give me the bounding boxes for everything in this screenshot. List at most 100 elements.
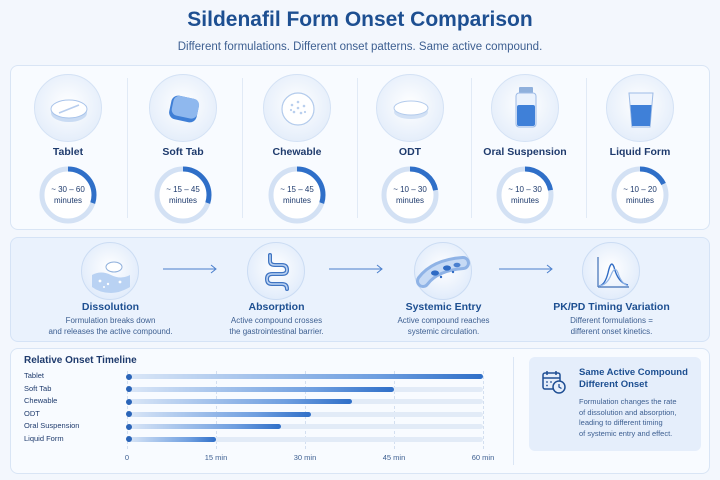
- arrow-right-icon: [499, 264, 553, 274]
- onset-unit: minutes: [53, 196, 82, 205]
- soft-tab-icon: [149, 74, 217, 142]
- note-title: Same Active Compound: [579, 367, 688, 378]
- calendar-clock-icon: [542, 371, 566, 394]
- step-title: Systemic Entry: [405, 301, 482, 313]
- onset-unit: minutes: [282, 196, 311, 205]
- timeline-track: [127, 424, 483, 429]
- intestine-icon: [247, 242, 305, 300]
- timeline-title: Relative Onset Timeline: [24, 355, 137, 366]
- timeline-gridline: [483, 371, 484, 449]
- formulation-card-soft-tab: Soft Tab ~ 15 – 45 minutes: [128, 66, 241, 231]
- page-title: Sildenafil Form Onset Comparison: [187, 8, 533, 31]
- timeline-start-dot: [126, 411, 132, 417]
- timeline-row-label: Oral Suspension: [24, 421, 80, 430]
- note-text-line: of dissolution and absorption,: [579, 407, 677, 417]
- formulation-name: Soft Tab: [162, 146, 204, 158]
- onset-range: ~ 30 – 60: [51, 185, 85, 194]
- tablet-icon: [34, 74, 102, 142]
- step-description: Different formulations =: [570, 316, 653, 325]
- timeline-gridline: [216, 371, 217, 449]
- step-description: Formulation breaks down: [65, 316, 156, 325]
- timeline-start-dot: [126, 436, 132, 442]
- step-pkpd-timing: PK/PD Timing Variation Different formula…: [524, 238, 699, 343]
- note-text-line: Formulation changes the rate: [579, 397, 677, 406]
- onset-ring: ~ 10 – 20 minutes: [610, 165, 670, 225]
- step-systemic-entry: Systemic Entry Active compound reaches s…: [356, 238, 531, 343]
- note-title: Different Onset: [579, 379, 648, 390]
- step-absorption: Absorption Active compound crosses the g…: [189, 238, 364, 343]
- onset-range: ~ 15 – 45: [166, 185, 200, 194]
- onset-unit: minutes: [395, 196, 424, 205]
- timeline-row-label: Chewable: [24, 396, 58, 405]
- timeline-tick-label: 60 min: [471, 453, 495, 462]
- formulation-card-oral-suspension: Oral Suspension ~ 10 – 30 minutes: [470, 66, 583, 231]
- chewable-icon: [263, 74, 331, 142]
- bottle-icon: [491, 74, 559, 142]
- ring-progress-arc: [381, 166, 439, 224]
- onset-range: ~ 10 – 30: [508, 185, 542, 194]
- onset-range: ~ 10 – 20: [623, 185, 657, 194]
- timeline-gridline: [127, 371, 128, 449]
- formulations-panel: Tablet ~ 30 – 60 minutes Soft Tab ~ 15 –…: [10, 65, 710, 230]
- formulation-card-chewable: Chewable ~ 15 – 45 minutes: [242, 66, 355, 231]
- timeline-row-label: Liquid Form: [24, 433, 64, 443]
- step-title: PK/PD Timing Variation: [553, 301, 670, 313]
- timeline-panel: Relative Onset Timeline 0 15 min 30 min 45 …: [10, 348, 710, 474]
- arrow-right-icon: [329, 264, 383, 274]
- ring-progress-arc: [154, 166, 212, 224]
- onset-ring: ~ 15 – 45 minutes: [153, 165, 213, 225]
- onset-unit: minutes: [510, 196, 539, 205]
- step-description: the gastrointestinal barrier.: [229, 327, 324, 336]
- formulation-name: Oral Suspension: [483, 146, 567, 158]
- timeline-gridline: [394, 371, 395, 449]
- glass-icon: [606, 74, 674, 142]
- page-subtitle: Different formulations. Different onset …: [177, 41, 543, 53]
- blood-vessel-icon: [414, 242, 472, 300]
- onset-ring: ~ 10 – 30 minutes: [380, 165, 440, 225]
- timeline-start-dot: [126, 423, 132, 430]
- timeline-row-label: Tablet: [24, 371, 45, 380]
- formulation-card-liquid-form: Liquid Form ~ 10 – 20 minutes: [585, 66, 698, 231]
- process-panel: Dissolution Formulation breaks down and …: [10, 237, 710, 342]
- step-description: Active compound reaches: [397, 316, 490, 325]
- column-divider: [357, 78, 358, 218]
- curve-chart-icon: [582, 242, 640, 300]
- timeline-bar: [127, 436, 216, 442]
- arrow-right-icon: [163, 264, 217, 274]
- odt-icon: [376, 74, 444, 142]
- onset-ring: ~ 15 – 45 minutes: [267, 165, 327, 225]
- timeline-row-label: ODT: [24, 408, 40, 418]
- step-description: systemic circulation.: [407, 327, 480, 336]
- formulation-name: Tablet: [52, 146, 84, 158]
- timeline-track: [127, 436, 483, 442]
- panel-divider: [513, 357, 514, 465]
- column-divider: [586, 78, 587, 218]
- ring-progress-arc: [39, 166, 97, 224]
- ring-progress-arc: [496, 166, 554, 224]
- column-divider: [471, 78, 472, 218]
- timeline-bar: [127, 399, 353, 404]
- summary-note: Same Active Compound Different Onset For…: [529, 357, 701, 451]
- step-description: Active compound crosses: [230, 316, 323, 325]
- ring-progress-arc: [611, 166, 669, 224]
- column-divider: [242, 78, 243, 218]
- timeline-tick-label: 30 min: [293, 453, 317, 462]
- step-title: Dissolution: [81, 301, 140, 313]
- timeline-start-dot: [126, 373, 132, 380]
- onset-ring: ~ 10 – 30 minutes: [495, 165, 555, 225]
- note-text-line: of systemic entry and effect.: [579, 428, 673, 438]
- column-divider: [127, 78, 128, 218]
- timeline-start-dot: [126, 398, 132, 405]
- formulation-name: ODT: [398, 146, 422, 158]
- formulation-card-odt: ODT ~ 10 – 30 minutes: [355, 66, 468, 231]
- onset-range: ~ 15 – 45: [280, 185, 314, 194]
- onset-unit: minutes: [168, 196, 197, 205]
- step-description: and releases the active compound.: [48, 327, 173, 336]
- timeline-tick-label: 0: [124, 453, 130, 462]
- dissolution-icon: [81, 242, 139, 300]
- ring-progress-arc: [268, 166, 326, 224]
- timeline-bar: [127, 386, 394, 392]
- step-title: Absorption: [248, 301, 305, 313]
- timeline-bar: [127, 374, 483, 379]
- onset-ring: ~ 30 – 60 minutes: [38, 165, 98, 225]
